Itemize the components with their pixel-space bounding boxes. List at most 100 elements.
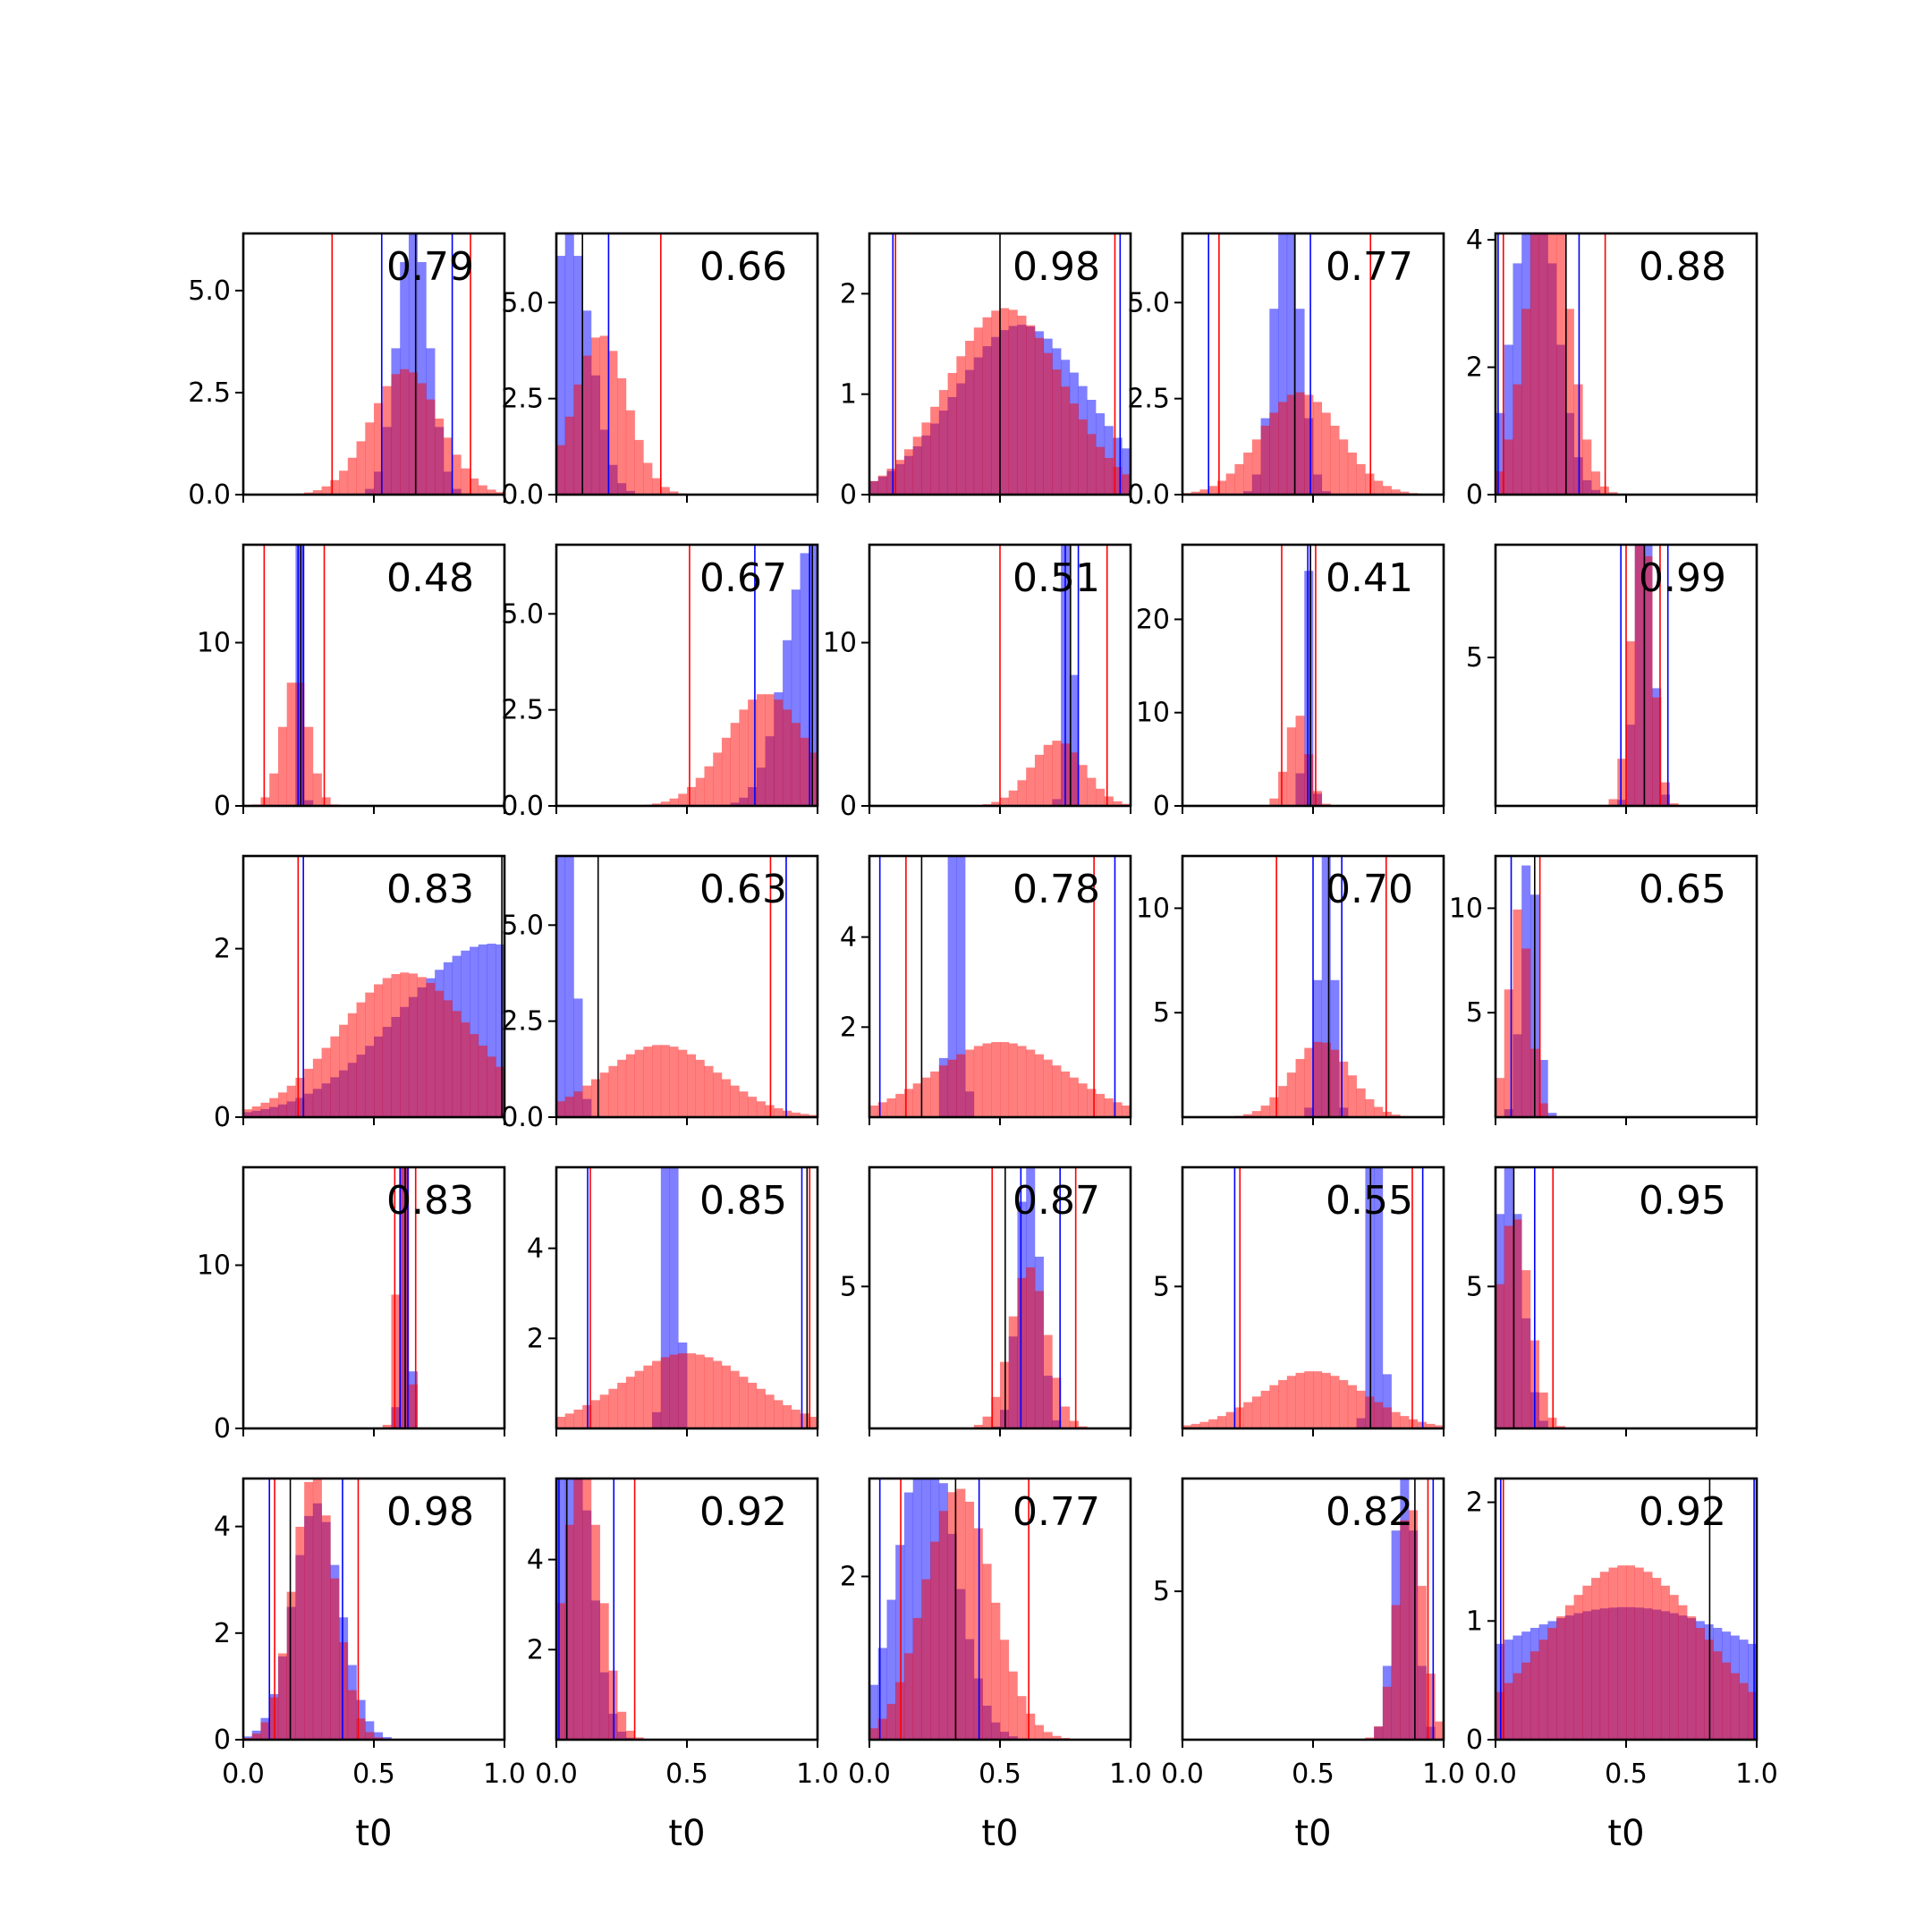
- panel-9: 0.41 0 10 20: [1136, 543, 1445, 822]
- red-bar: [1547, 1417, 1557, 1428]
- red-bar: [1356, 463, 1366, 495]
- red-bar: [1043, 744, 1053, 806]
- y-tick-label: 4: [527, 1233, 544, 1265]
- blue-bar: [1504, 344, 1513, 495]
- red-bar: [973, 1046, 983, 1117]
- red-bar: [1564, 309, 1574, 495]
- plot-area: [1496, 856, 1557, 1117]
- red-bar: [1260, 1390, 1270, 1428]
- red-bar: [938, 390, 948, 495]
- y-tick-label: 5: [1153, 997, 1170, 1029]
- plot-area: [556, 1167, 818, 1428]
- plot-area: [1260, 545, 1331, 806]
- plot-area: [1496, 1167, 1574, 1428]
- y-tick-label: 5: [1153, 1576, 1170, 1607]
- red-bar: [1052, 1377, 1062, 1428]
- red-bar: [321, 1047, 331, 1117]
- y-tick-label: 0: [840, 479, 857, 511]
- red-bar: [721, 737, 731, 806]
- red-bar: [564, 1524, 574, 1740]
- red-bar: [930, 1541, 940, 1740]
- y-tick-label: 2: [840, 278, 857, 309]
- y-tick-label: 2: [527, 1323, 544, 1354]
- panel-score: 0.99: [1639, 555, 1726, 601]
- red-bar: [1652, 697, 1662, 806]
- red-bar: [1304, 394, 1314, 495]
- y-tick-label: 2: [214, 934, 231, 965]
- red-bar: [695, 777, 705, 806]
- red-bar: [564, 1413, 574, 1428]
- red-bar: [1260, 1106, 1270, 1117]
- red-bar: [1313, 791, 1323, 806]
- plot-area: [1182, 1167, 1444, 1428]
- panel-2: 0.66 0.0 2.5 5.0: [501, 232, 819, 511]
- red-bar: [339, 470, 349, 495]
- red-bar: [365, 992, 375, 1117]
- blue-bar: [573, 256, 583, 495]
- red-bar: [1669, 1595, 1679, 1740]
- red-bar: [1234, 463, 1244, 495]
- y-tick-label: 0: [214, 1413, 231, 1445]
- red-bar: [1504, 1225, 1513, 1428]
- red-bar: [1069, 752, 1079, 806]
- red-bar: [582, 1405, 592, 1428]
- red-bar: [1000, 797, 1010, 806]
- y-tick-label: 0.0: [501, 479, 544, 511]
- red-bar: [1017, 1277, 1027, 1428]
- red-bar: [1678, 1605, 1688, 1740]
- red-bar: [739, 709, 749, 806]
- y-tick-label: 0: [214, 1102, 231, 1133]
- y-tick-label: 2: [840, 1562, 857, 1593]
- red-bar: [660, 801, 670, 806]
- red-bar: [582, 1479, 592, 1740]
- red-bar: [1000, 1640, 1010, 1740]
- red-bar: [965, 341, 975, 495]
- blue-bar: [912, 1479, 922, 1740]
- panel-score: 0.79: [386, 244, 474, 290]
- y-tick-label: 5.0: [188, 275, 231, 307]
- red-bar: [1496, 1691, 1505, 1740]
- red-bar: [1617, 1565, 1627, 1740]
- panel-19: 0.55 5: [1153, 1165, 1445, 1436]
- blue-bar: [895, 1545, 905, 1740]
- red-bar: [582, 1085, 592, 1117]
- red-bar: [1087, 1089, 1097, 1117]
- red-bar: [1191, 1423, 1200, 1428]
- red-bar: [1313, 1041, 1323, 1117]
- y-tick-label: 2.5: [501, 695, 544, 726]
- red-bar: [634, 1049, 644, 1117]
- red-bar: [1113, 1102, 1123, 1117]
- red-bar: [1496, 1284, 1505, 1428]
- red-bar: [1034, 1724, 1044, 1740]
- red-bar: [886, 468, 896, 495]
- blue-bar: [1496, 1643, 1505, 1740]
- red-bar: [748, 1097, 758, 1117]
- red-bar: [1017, 315, 1027, 495]
- red-bar: [1704, 1640, 1714, 1740]
- red-bar: [973, 1528, 983, 1740]
- red-bar: [1591, 471, 1601, 495]
- red-bar: [1374, 1106, 1384, 1117]
- red-bar: [991, 310, 1001, 495]
- red-bar: [912, 436, 922, 495]
- red-bar: [1599, 1572, 1609, 1740]
- red-bar: [1330, 1049, 1340, 1117]
- red-bar: [478, 1046, 487, 1117]
- panel-8: 0.51 0 10: [823, 543, 1132, 822]
- red-bar: [1243, 1114, 1253, 1117]
- red-bar: [947, 1492, 957, 1740]
- blue-bar: [295, 545, 305, 806]
- red-bar: [1286, 1376, 1296, 1428]
- red-bar: [496, 492, 504, 495]
- y-tick-label: 4: [840, 922, 857, 953]
- y-tick-label: 20: [1136, 604, 1170, 635]
- blue-bar: [1122, 448, 1131, 495]
- red-bar: [1269, 798, 1279, 806]
- red-bar: [1034, 1054, 1044, 1117]
- panel-score: 0.95: [1639, 1178, 1726, 1224]
- red-bar: [312, 1058, 322, 1117]
- red-bar: [1530, 1651, 1539, 1740]
- red-bar: [295, 682, 305, 806]
- panel-20: 0.95 5: [1466, 1165, 1758, 1436]
- red-bar: [1513, 1673, 1522, 1740]
